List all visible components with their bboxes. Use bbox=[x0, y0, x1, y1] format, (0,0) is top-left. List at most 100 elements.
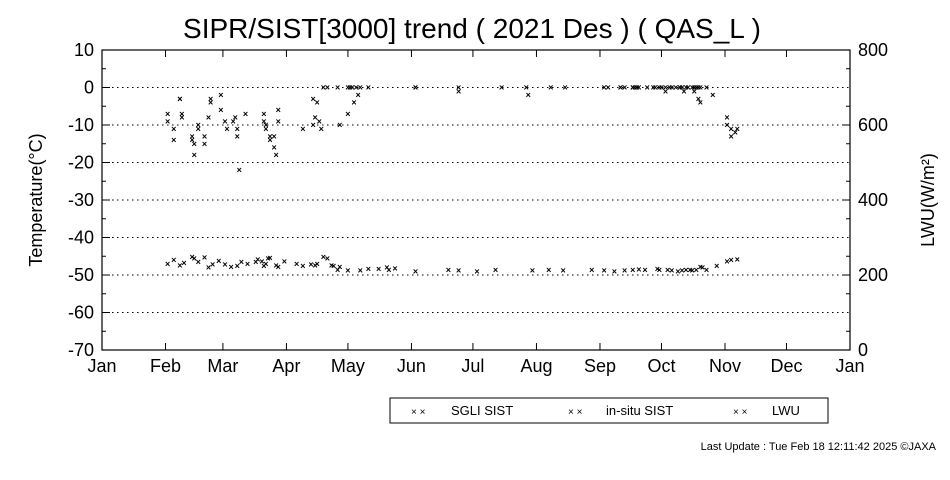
data-point: × bbox=[663, 83, 668, 93]
data-point: × bbox=[202, 131, 207, 141]
y-tick-label: -30 bbox=[68, 190, 94, 210]
data-point: × bbox=[228, 262, 233, 272]
data-point: × bbox=[710, 90, 715, 100]
data-point: × bbox=[165, 116, 170, 126]
data-point: × bbox=[698, 262, 703, 272]
data-point: × bbox=[356, 90, 361, 100]
data-point: × bbox=[315, 98, 320, 108]
y2-tick-label: 800 bbox=[858, 40, 888, 60]
data-point: × bbox=[218, 90, 223, 100]
data-point: × bbox=[677, 83, 682, 93]
data-point: × bbox=[259, 257, 264, 267]
data-point: × bbox=[644, 83, 649, 93]
data-point: × bbox=[276, 105, 281, 115]
data-point: × bbox=[683, 83, 688, 93]
data-point: × bbox=[218, 105, 223, 115]
data-point: × bbox=[696, 94, 701, 104]
data-point: × bbox=[675, 266, 680, 276]
x-tick-label: Sep bbox=[584, 356, 616, 376]
series-sgli-sist: ×××××××××××××××× ××××××× ××× ××××× × ×× × × ×× ××… bbox=[165, 83, 738, 176]
data-point: × bbox=[724, 257, 729, 267]
data-point: × bbox=[331, 261, 336, 271]
data-point: × bbox=[216, 256, 221, 266]
data-point: × bbox=[622, 266, 627, 276]
y2-tick-label: 200 bbox=[858, 265, 888, 285]
data-point: × bbox=[224, 124, 229, 134]
data-point: × bbox=[345, 83, 350, 93]
data-point: × bbox=[263, 120, 268, 130]
data-point: × bbox=[735, 255, 740, 265]
data-point: × bbox=[636, 264, 641, 274]
y-axis-right: 800 600 400 200 0 bbox=[842, 40, 888, 360]
data-point: × bbox=[694, 83, 699, 93]
data-point: × bbox=[679, 266, 684, 276]
y-axis-label: Temperature(°C) bbox=[26, 133, 46, 266]
data-point: × bbox=[235, 131, 240, 141]
data-point: × bbox=[325, 83, 330, 93]
data-point: × bbox=[618, 83, 623, 93]
data-point: × bbox=[657, 265, 662, 275]
data-point: × bbox=[265, 254, 270, 264]
data-point: × bbox=[276, 262, 281, 272]
data-point: × bbox=[456, 83, 461, 93]
data-point: × bbox=[688, 265, 693, 275]
data-point: × bbox=[177, 94, 182, 104]
data-point: × bbox=[276, 116, 281, 126]
data-point: × bbox=[196, 124, 201, 134]
data-point: × bbox=[263, 259, 268, 269]
x-tick-label: Jan bbox=[835, 356, 864, 376]
data-point: × bbox=[202, 252, 207, 262]
data-point: × bbox=[386, 265, 391, 275]
data-point: × bbox=[724, 120, 729, 130]
data-point: × bbox=[589, 265, 594, 275]
data-point: × bbox=[392, 263, 397, 273]
data-point: × bbox=[267, 253, 272, 263]
data-point: × bbox=[612, 266, 617, 276]
last-update-text: Last Update : Tue Feb 18 12:11:42 2025 ©… bbox=[701, 441, 937, 453]
data-point: × bbox=[179, 109, 184, 119]
data-point: × bbox=[413, 83, 418, 93]
data-point: × bbox=[655, 264, 660, 274]
data-point: × bbox=[192, 254, 197, 264]
data-point: × bbox=[366, 83, 371, 93]
data-point: × bbox=[358, 83, 363, 93]
data-point: × bbox=[657, 83, 662, 93]
data-point: × bbox=[493, 265, 498, 275]
series-lwu: × ×××××× ××× × × × ×× × ×××××××××× × × ××××××××× × × ×… bbox=[165, 252, 740, 276]
data-point: × bbox=[177, 94, 182, 104]
data-point: × bbox=[413, 83, 418, 93]
y-tick-label: -70 bbox=[68, 340, 94, 360]
legend-marker-insitu: × × bbox=[568, 407, 583, 418]
data-point: × bbox=[179, 113, 184, 123]
data-point: × bbox=[235, 261, 240, 271]
data-point: × bbox=[351, 98, 356, 108]
data-point: × bbox=[679, 83, 684, 93]
data-point: × bbox=[685, 83, 690, 93]
data-point: × bbox=[315, 259, 320, 269]
data-point: × bbox=[729, 131, 734, 141]
data-point: × bbox=[190, 131, 195, 141]
data-point: × bbox=[683, 265, 688, 275]
data-point: × bbox=[698, 83, 703, 93]
data-point: × bbox=[235, 124, 240, 134]
data-point: × bbox=[630, 265, 635, 275]
data-point: × bbox=[239, 257, 244, 267]
data-point: × bbox=[206, 113, 211, 123]
data-point: × bbox=[692, 83, 697, 93]
data-point: × bbox=[165, 259, 170, 269]
data-point: × bbox=[353, 83, 358, 93]
data-point: × bbox=[692, 86, 697, 96]
data-point: × bbox=[206, 263, 211, 273]
data-point: × bbox=[690, 266, 695, 276]
data-point: × bbox=[261, 116, 266, 126]
data-point: × bbox=[196, 257, 201, 267]
data-point: × bbox=[267, 135, 272, 145]
data-point: × bbox=[274, 150, 279, 160]
data-point: × bbox=[222, 116, 227, 126]
data-point: × bbox=[677, 83, 682, 93]
data-point: × bbox=[335, 83, 340, 93]
x-tick-label: Jan bbox=[87, 356, 116, 376]
data-point: × bbox=[319, 124, 324, 134]
y2-axis-label: LWU(W/m²) bbox=[918, 153, 938, 247]
legend-label-sgli: SGLI SIST bbox=[451, 403, 513, 418]
